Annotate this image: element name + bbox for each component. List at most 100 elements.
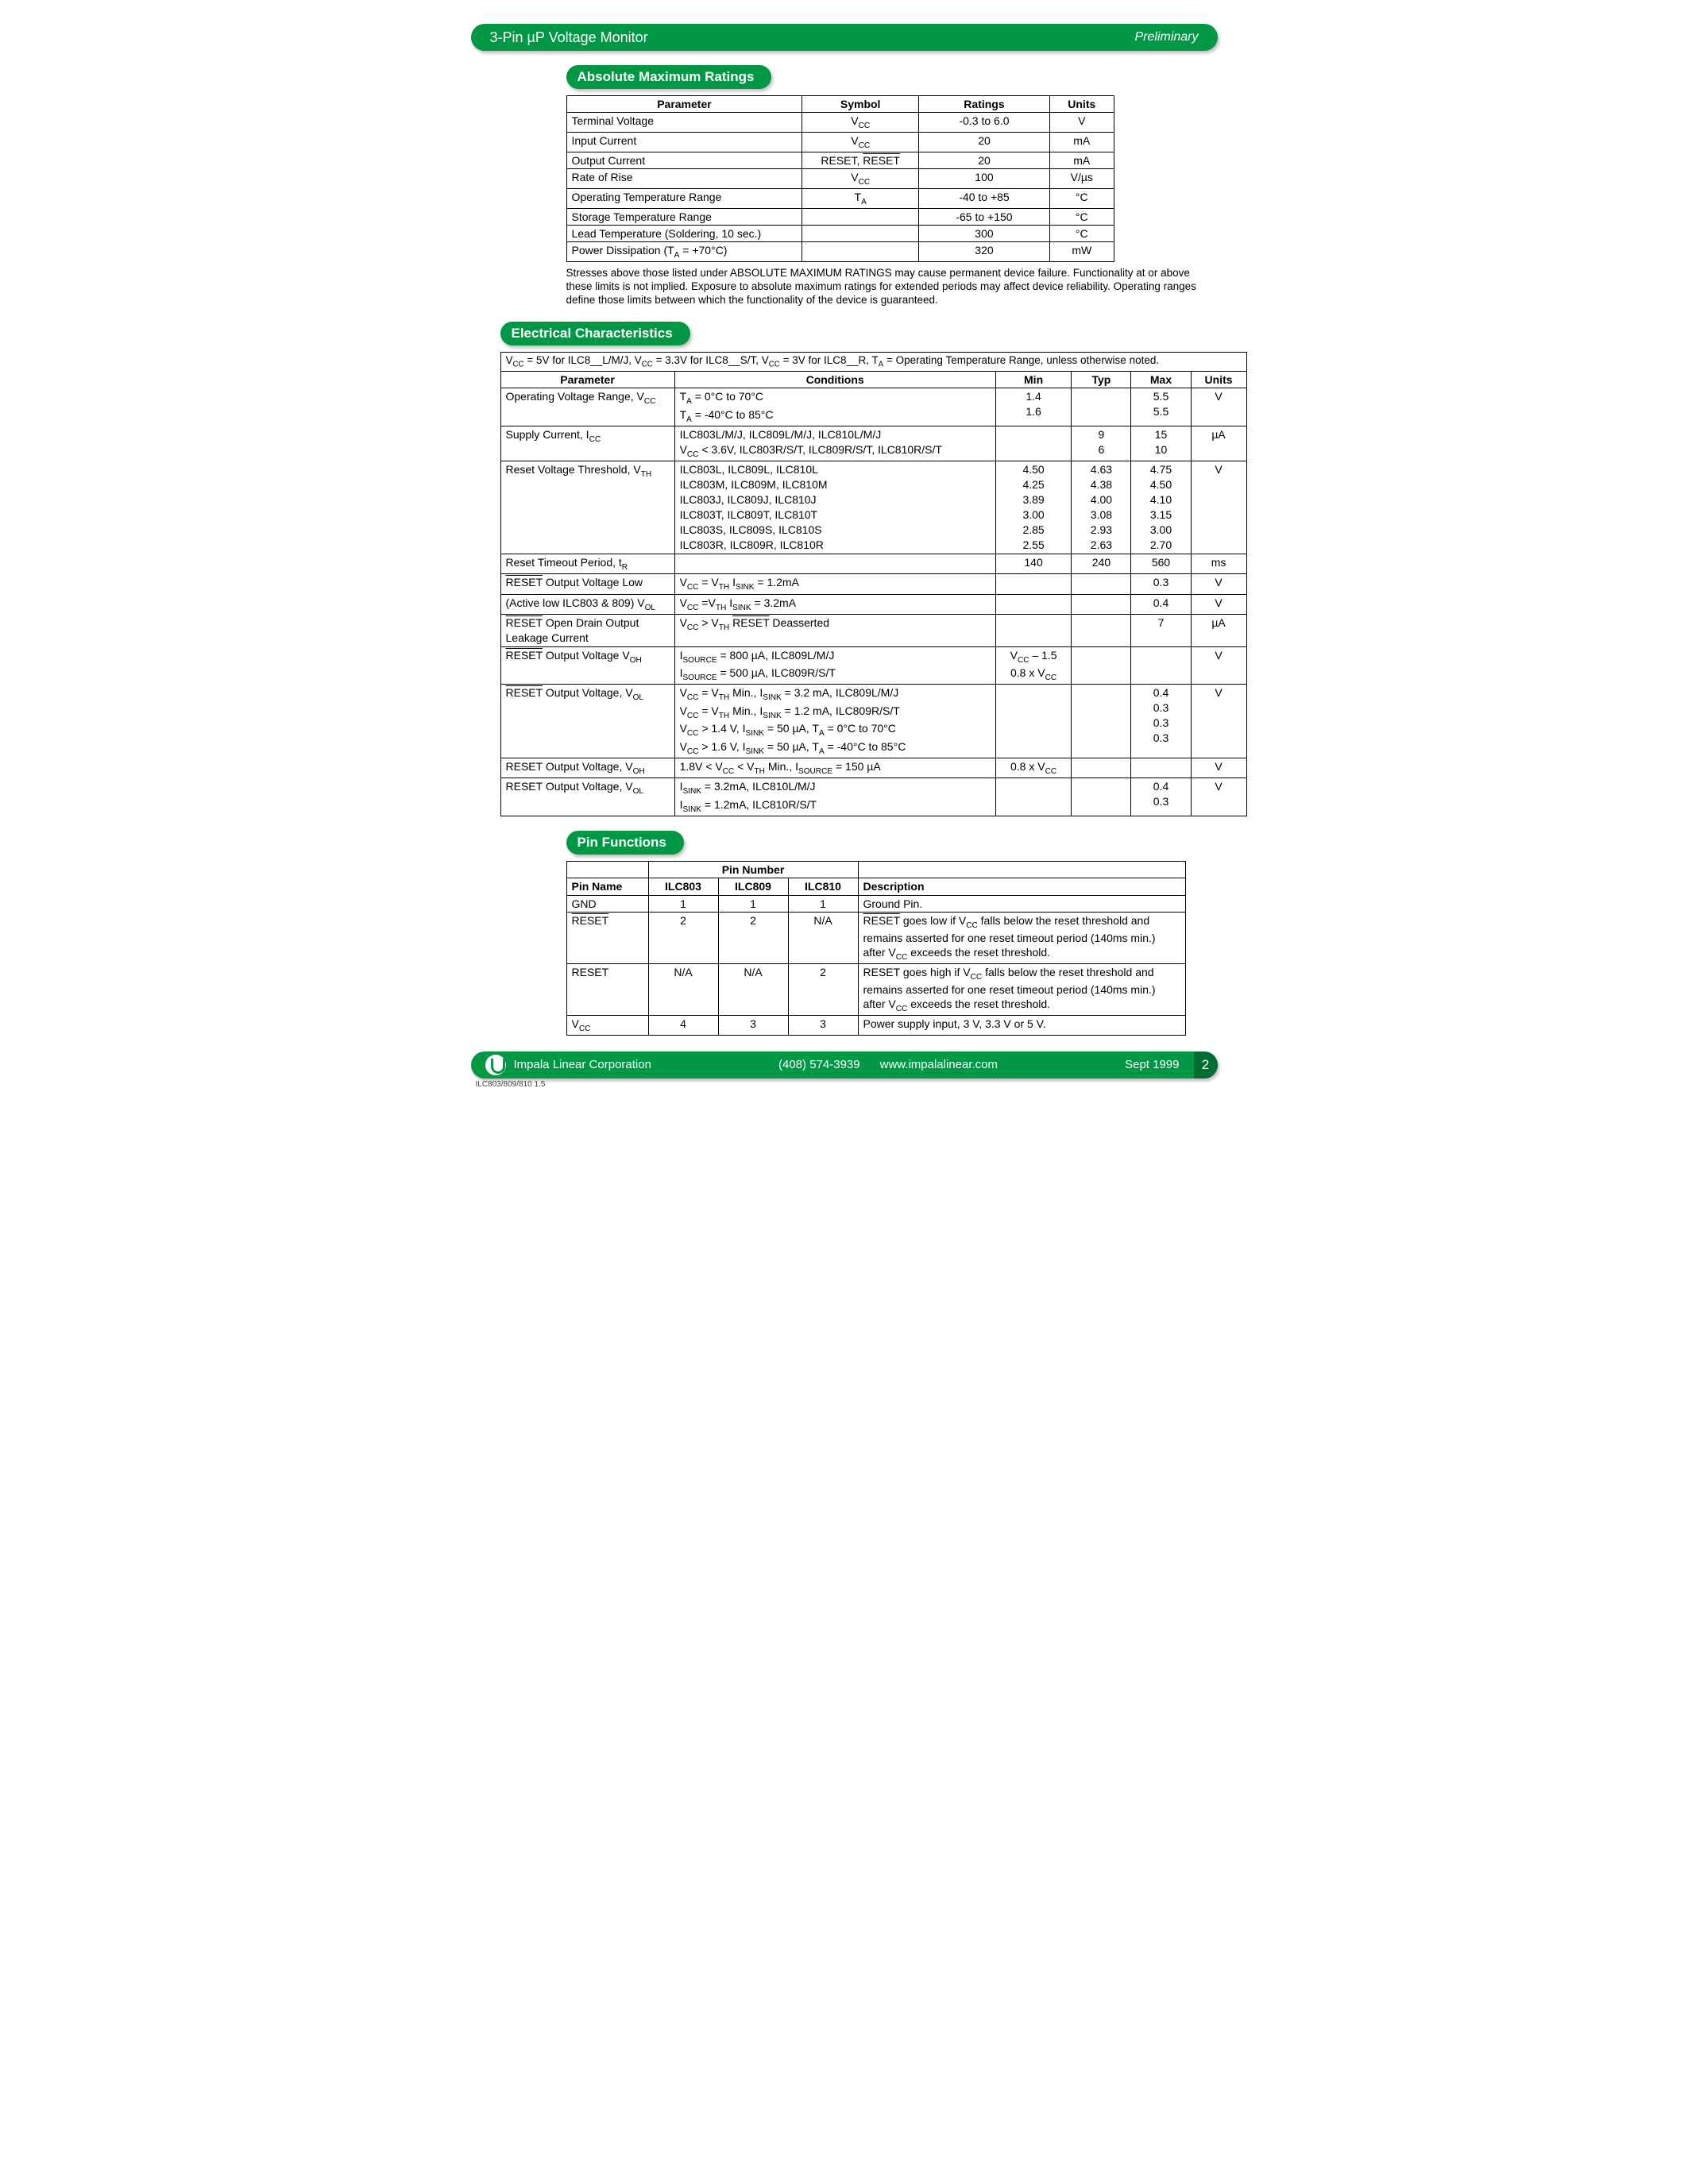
cell-ratings: 20 <box>918 152 1049 168</box>
table-row: (Active low ILC803 & 809) VOLVCC =VTH IS… <box>500 594 1246 614</box>
cell-max <box>1131 646 1191 685</box>
ec-table: VCC = 5V for ILC8__L/M/J, VCC = 3.3V for… <box>500 352 1247 816</box>
col-max: Max <box>1131 372 1191 388</box>
cell-symbol: VCC <box>802 113 919 133</box>
cell-conditions: ILC803L/M/J, ILC809L/M/J, ILC810L/M/JVCC… <box>674 426 995 461</box>
cell-conditions: VCC > VTH RESET Deasserted <box>674 614 995 646</box>
table-row: Supply Current, ICCILC803L/M/J, ILC809L/… <box>500 426 1246 461</box>
cell-parameter: (Active low ILC803 & 809) VOL <box>500 594 674 614</box>
table-row: RESET Output Voltage, VOLISINK = 3.2mA, … <box>500 778 1246 816</box>
col-symbol: Symbol <box>802 96 919 113</box>
cell-conditions <box>674 554 995 573</box>
amr-section: Absolute Maximum Ratings <box>566 65 1218 95</box>
cell-ratings: -40 to +85 <box>918 189 1049 209</box>
footer-company: Impala Linear Corporation <box>514 1058 651 1071</box>
col-pinname: Pin Name <box>566 878 648 895</box>
table-row: RESET Open Drain Output Leakage CurrentV… <box>500 614 1246 646</box>
cell-ilc809: 3 <box>718 1015 788 1035</box>
cell-units: mW <box>1050 242 1114 262</box>
cell-symbol <box>802 242 919 262</box>
table-row: Terminal VoltageVCC-0.3 to 6.0V <box>566 113 1114 133</box>
cell-ilc803: 1 <box>648 895 718 912</box>
cell-ratings: -0.3 to 6.0 <box>918 113 1049 133</box>
cell-symbol: TA <box>802 189 919 209</box>
cell-units: V <box>1191 778 1246 816</box>
cell-ilc810: 3 <box>788 1015 858 1035</box>
cell-units: °C <box>1050 208 1114 225</box>
cell-symbol: RESET, RESET <box>802 152 919 168</box>
footer-phone: (408) 574-3939 <box>778 1058 860 1071</box>
cell-units: V <box>1050 113 1114 133</box>
amr-heading: Absolute Maximum Ratings <box>566 65 772 89</box>
ec-conditions-header: VCC = 5V for ILC8__L/M/J, VCC = 3.3V for… <box>500 352 1246 371</box>
cell-parameter: Reset Voltage Threshold, VTH <box>500 461 674 554</box>
cell-ilc803: N/A <box>648 963 718 1015</box>
cell-max: 560 <box>1131 554 1191 573</box>
cell-symbol <box>802 208 919 225</box>
cell-max: 0.4 <box>1131 594 1191 614</box>
page: 3-Pin µP Voltage Monitor Preliminary Abs… <box>439 0 1250 1097</box>
cell-min <box>995 778 1072 816</box>
table-row: RESET Output Voltage, VOLVCC = VTH Min.,… <box>500 685 1246 758</box>
cell-max: 1510 <box>1131 426 1191 461</box>
footer-bar: Impala Linear Corporation (408) 574-3939… <box>471 1051 1218 1078</box>
cell-units: mA <box>1050 133 1114 152</box>
cell-parameter: Power Dissipation (TA = +70°C) <box>566 242 802 262</box>
page-header-bar: 3-Pin µP Voltage Monitor Preliminary <box>471 24 1218 51</box>
cell-parameter: Input Current <box>566 133 802 152</box>
blank-cell <box>858 862 1185 878</box>
cell-description: RESET goes high if VCC falls below the r… <box>858 963 1185 1015</box>
cell-min: 140 <box>995 554 1072 573</box>
footer-url: www.impalalinear.com <box>880 1058 998 1071</box>
page-status: Preliminary <box>1134 30 1198 44</box>
table-row: RESET Output Voltage VOHISOURCE = 800 µA… <box>500 646 1246 685</box>
table-row: Rate of RiseVCC100V/µs <box>566 169 1114 189</box>
cell-parameter: RESET Output Voltage Low <box>500 574 674 594</box>
cell-typ <box>1072 778 1131 816</box>
cell-units: V <box>1191 646 1246 685</box>
col-units: Units <box>1191 372 1246 388</box>
cell-symbol: VCC <box>802 133 919 152</box>
cell-description: Ground Pin. <box>858 895 1185 912</box>
col-conditions: Conditions <box>674 372 995 388</box>
cell-max: 4.754.504.103.153.002.70 <box>1131 461 1191 554</box>
cell-units: µA <box>1191 614 1246 646</box>
cell-typ <box>1072 685 1131 758</box>
cell-max: 0.40.30.30.3 <box>1131 685 1191 758</box>
col-description: Description <box>858 878 1185 895</box>
col-parameter: Parameter <box>500 372 674 388</box>
pf-table: Pin Number Pin Name ILC803 ILC809 ILC810… <box>566 861 1186 1035</box>
table-row: Reset Voltage Threshold, VTHILC803L, ILC… <box>500 461 1246 554</box>
cell-typ <box>1072 614 1131 646</box>
cell-units: °C <box>1050 226 1114 242</box>
cell-parameter: Operating Voltage Range, VCC <box>500 388 674 426</box>
cell-conditions: VCC =VTH ISINK = 3.2mA <box>674 594 995 614</box>
cell-min <box>995 594 1072 614</box>
logo-icon <box>485 1055 506 1075</box>
cell-max: 5.55.5 <box>1131 388 1191 426</box>
ec-global-conditions: VCC = 5V for ILC8__L/M/J, VCC = 3.3V for… <box>500 352 1246 371</box>
cell-description: Power supply input, 3 V, 3.3 V or 5 V. <box>858 1015 1185 1035</box>
cell-parameter: RESET Open Drain Output Leakage Current <box>500 614 674 646</box>
cell-parameter: Reset Timeout Period, tR <box>500 554 674 573</box>
cell-ratings: -65 to +150 <box>918 208 1049 225</box>
cell-ratings: 300 <box>918 226 1049 242</box>
cell-parameter: Terminal Voltage <box>566 113 802 133</box>
cell-conditions: 1.8V < VCC < VTH Min., ISOURCE = 150 µA <box>674 758 995 778</box>
cell-min <box>995 574 1072 594</box>
cell-ilc803: 4 <box>648 1015 718 1035</box>
cell-typ: 96 <box>1072 426 1131 461</box>
cell-conditions: TA = 0°C to 70°CTA = -40°C to 85°C <box>674 388 995 426</box>
col-ratings: Ratings <box>918 96 1049 113</box>
page-title: 3-Pin µP Voltage Monitor <box>490 29 648 46</box>
cell-max: 7 <box>1131 614 1191 646</box>
cell-max: 0.40.3 <box>1131 778 1191 816</box>
cell-ilc809: 1 <box>718 895 788 912</box>
table-row: Power Dissipation (TA = +70°C)320mW <box>566 242 1114 262</box>
footer-contact: (408) 574-3939 www.impalalinear.com <box>651 1058 1125 1071</box>
cell-units: V <box>1191 685 1246 758</box>
cell-min <box>995 685 1072 758</box>
cell-min: 1.41.6 <box>995 388 1072 426</box>
cell-ilc809: 2 <box>718 912 788 963</box>
cell-parameter: Storage Temperature Range <box>566 208 802 225</box>
